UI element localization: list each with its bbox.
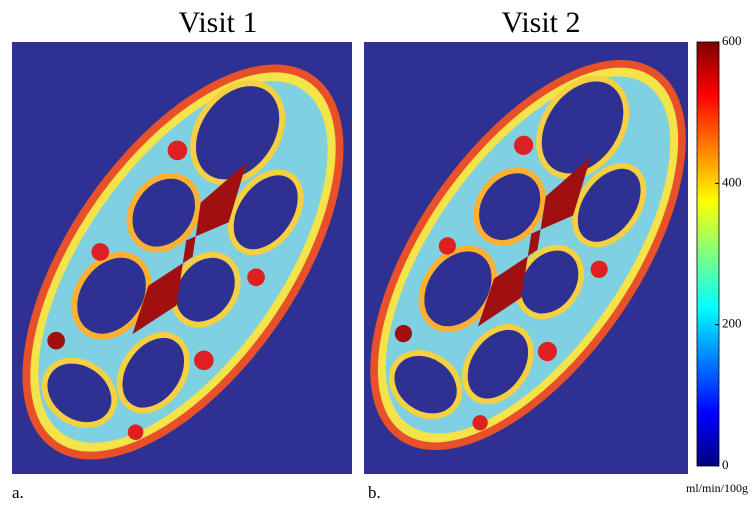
panel-title: Visit 2 xyxy=(501,6,580,39)
tick-label: 600 xyxy=(722,33,742,48)
panel-label: a. xyxy=(12,483,24,502)
tick-label: 200 xyxy=(722,316,742,331)
tick-label: 400 xyxy=(722,174,742,189)
tick-label: 0 xyxy=(722,457,729,472)
panel-title: Visit 1 xyxy=(178,6,257,39)
figure: Visit 1 Visit 2 a. b. ml/min/100g 0 200 40… xyxy=(0,0,755,510)
panel-label: b. xyxy=(368,483,381,502)
colorbar xyxy=(697,42,719,466)
colorbar-unit: ml/min/100g xyxy=(686,481,748,495)
